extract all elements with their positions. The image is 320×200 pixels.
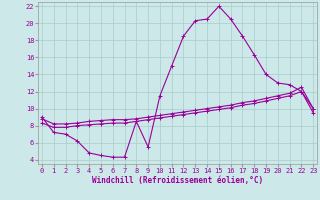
X-axis label: Windchill (Refroidissement éolien,°C): Windchill (Refroidissement éolien,°C) <box>92 176 263 185</box>
